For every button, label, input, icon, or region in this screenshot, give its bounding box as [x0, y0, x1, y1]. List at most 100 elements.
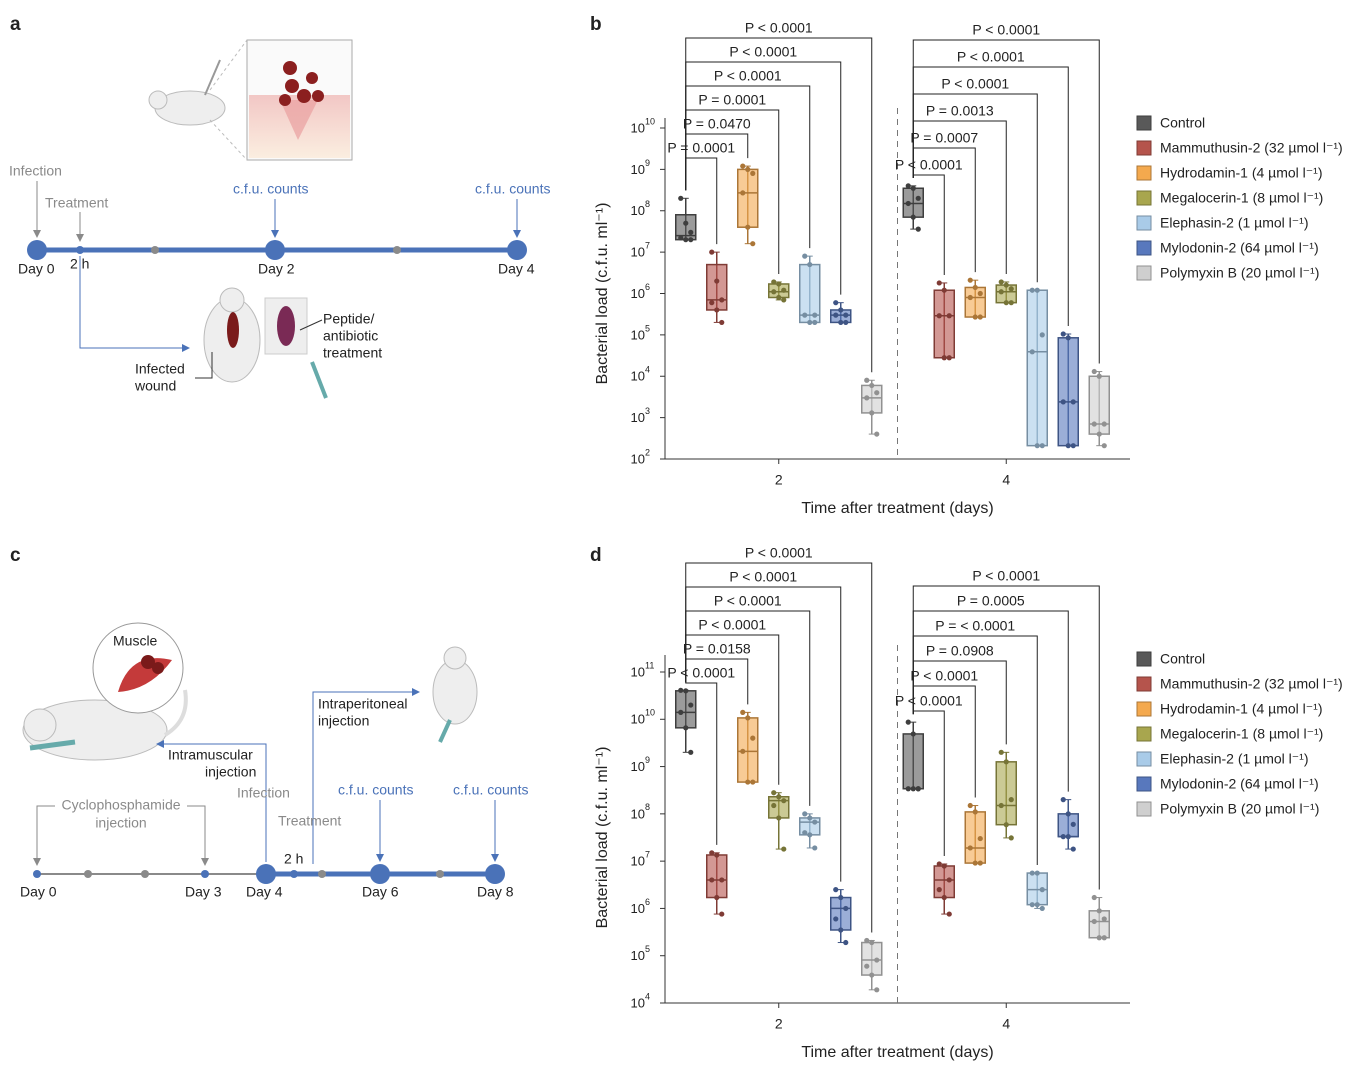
legend-swatch [1136, 265, 1152, 281]
y-axis-label: Bacterial load (c.f.u. ml⁻¹) [594, 203, 611, 385]
data-point [905, 786, 911, 792]
timepoint: Day 4 [246, 884, 283, 900]
data-point [998, 802, 1004, 809]
data-point [1096, 908, 1102, 914]
data-point [869, 972, 875, 978]
data-point [941, 355, 947, 361]
x-tick-label: 4 [1002, 472, 1010, 488]
legend-label: Mammuthusin-2 (32 µmol l⁻¹) [1160, 676, 1343, 692]
data-point [1034, 902, 1040, 908]
mouse-tail [163, 689, 188, 737]
timeline-node [436, 870, 444, 878]
data-point [905, 200, 911, 207]
data-point [678, 687, 684, 693]
data-point [1060, 399, 1066, 405]
data-point [1070, 399, 1076, 405]
data-point [967, 802, 973, 809]
p-value: P < 0.0001 [910, 668, 978, 684]
data-point [678, 235, 684, 241]
data-point [843, 905, 849, 912]
data-point [714, 307, 720, 313]
data-point [941, 863, 947, 869]
p-value: P = 0.0158 [683, 641, 751, 657]
note: Muscle [113, 633, 158, 649]
data-point [1003, 282, 1009, 288]
data-point [869, 939, 875, 946]
event-label: Infection [237, 785, 290, 801]
scalpel [204, 59, 221, 96]
data-point [936, 313, 942, 319]
data-point [838, 927, 844, 933]
legend-swatch [1136, 651, 1152, 667]
data-point [745, 779, 751, 785]
box [1026, 289, 1048, 447]
data-point [1008, 797, 1014, 803]
y-tick-label: 10 [631, 664, 645, 679]
data-point [709, 877, 715, 883]
data-point [776, 281, 782, 287]
data-point [807, 815, 813, 821]
box [902, 733, 924, 790]
data-point [750, 170, 756, 176]
significance-bracket [912, 39, 1100, 364]
data-point [1070, 443, 1076, 449]
data-point [977, 290, 983, 297]
y-tick-label: 10 [631, 369, 645, 384]
data-point [833, 916, 839, 922]
data-point [812, 845, 818, 851]
legend-label: Megalocerin-1 (8 µmol l⁻¹) [1160, 190, 1323, 206]
connector [312, 688, 420, 864]
data-point [838, 319, 844, 326]
data-point [1008, 300, 1014, 306]
y-tick-exponent: 7 [645, 241, 650, 251]
data-point [843, 319, 849, 326]
legend-swatch [1136, 165, 1152, 181]
zoom-line [209, 119, 248, 161]
data-point [683, 237, 689, 243]
note: Peptide/ [323, 311, 374, 327]
data-point [1065, 443, 1071, 449]
data-point [946, 355, 952, 361]
p-value: P < 0.0001 [745, 20, 813, 36]
event-label: Cyclophosphamide [61, 797, 180, 813]
data-point [1101, 443, 1107, 449]
data-point [910, 214, 916, 220]
p-value: P = 0.0005 [957, 593, 1025, 609]
event-label: Treatment [45, 195, 108, 211]
timeline-node [151, 246, 159, 254]
data-point [1101, 421, 1107, 427]
data-point [688, 237, 694, 243]
data-point [1065, 834, 1071, 840]
timeline-node [318, 870, 326, 878]
data-point [776, 815, 782, 821]
mouse-head [443, 646, 467, 670]
note: antibiotic [323, 328, 378, 344]
data-point [874, 987, 880, 993]
mouse-illustration [432, 659, 478, 725]
data-point [1101, 935, 1107, 941]
y-tick-exponent: 6 [645, 897, 650, 907]
data-point [864, 937, 870, 944]
box [995, 761, 1017, 826]
data-point [1065, 811, 1071, 817]
bacteria [279, 61, 324, 106]
data-point [1039, 332, 1045, 338]
note: Intraperitoneal [318, 696, 408, 712]
data-point [714, 894, 720, 901]
data-point [1091, 894, 1097, 901]
significance-bracket [685, 37, 873, 373]
box [675, 690, 697, 729]
p-value: P = 0.0001 [698, 92, 766, 108]
legend-swatch [1136, 676, 1152, 692]
box [1088, 910, 1110, 939]
note: wound [134, 378, 176, 394]
timeline-node [256, 864, 276, 884]
note: treatment [323, 345, 382, 361]
data-point [972, 284, 978, 291]
data-point [812, 819, 818, 825]
data-point [833, 312, 839, 318]
data-point [864, 395, 870, 401]
data-point [683, 688, 689, 694]
data-point [967, 845, 973, 851]
y-tick-label: 10 [631, 162, 645, 177]
